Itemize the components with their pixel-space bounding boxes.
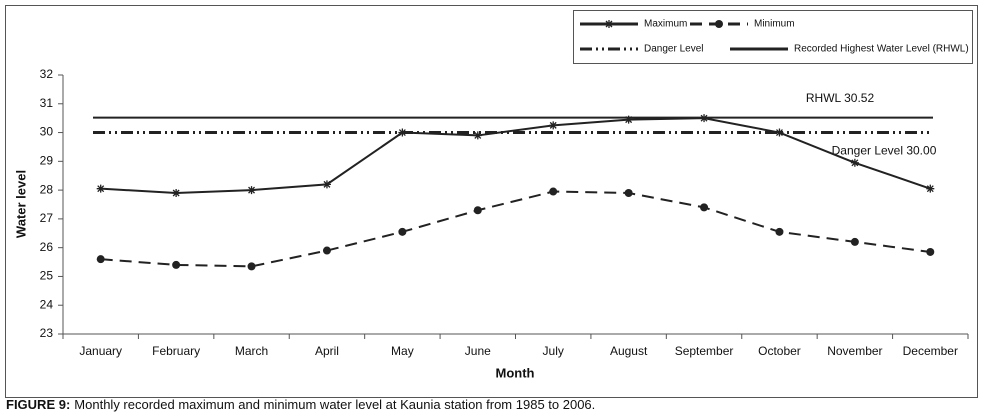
x-tick-label: December xyxy=(903,344,958,358)
annotation: Danger Level 30.00 xyxy=(832,144,937,158)
x-tick-label: April xyxy=(315,344,339,358)
y-tick-label: 27 xyxy=(40,211,54,225)
y-tick-label: 28 xyxy=(40,182,54,196)
marker xyxy=(398,227,407,236)
marker xyxy=(850,237,859,246)
marker xyxy=(926,184,935,193)
x-tick-label: October xyxy=(758,344,801,358)
legend-label: Minimum xyxy=(754,19,795,30)
marker xyxy=(172,188,181,197)
marker xyxy=(398,128,407,137)
x-tick-label: March xyxy=(235,344,268,358)
y-tick-label: 29 xyxy=(40,154,54,168)
marker xyxy=(473,131,482,140)
marker xyxy=(322,180,331,189)
legend-label: Recorded Highest Water Level (RHWL) xyxy=(794,44,969,55)
x-tick-label: February xyxy=(152,344,200,358)
marker xyxy=(775,227,784,236)
marker xyxy=(700,114,709,123)
marker xyxy=(247,186,256,195)
caption-label: FIGURE 9: xyxy=(6,397,70,412)
x-tick-label: January xyxy=(79,344,122,358)
x-tick-label: September xyxy=(675,344,734,358)
y-tick-label: 24 xyxy=(40,297,54,311)
marker xyxy=(96,255,105,264)
y-tick-label: 25 xyxy=(40,269,54,283)
y-axis-title: Water level xyxy=(13,170,28,238)
marker xyxy=(247,262,256,271)
marker xyxy=(624,115,633,124)
marker xyxy=(322,246,331,255)
annotation: RHWL 30.52 xyxy=(806,91,875,105)
legend-label: Maximum xyxy=(644,19,687,30)
marker xyxy=(715,20,723,28)
marker xyxy=(700,203,709,212)
marker xyxy=(96,184,105,193)
x-tick-label: May xyxy=(391,344,414,358)
legend-label: Danger Level xyxy=(644,44,703,55)
marker xyxy=(172,260,181,269)
y-tick-label: 30 xyxy=(40,125,54,139)
caption-text: Monthly recorded maximum and minimum wat… xyxy=(74,397,595,412)
marker xyxy=(624,188,633,197)
x-tick-label: July xyxy=(543,344,564,358)
y-tick-label: 32 xyxy=(40,67,54,81)
y-tick-label: 26 xyxy=(40,240,54,254)
marker xyxy=(549,121,558,130)
x-tick-label: November xyxy=(827,344,882,358)
marker xyxy=(605,20,613,28)
series-line xyxy=(100,117,931,194)
x-tick-label: June xyxy=(465,344,491,358)
marker xyxy=(926,247,935,256)
marker xyxy=(473,206,482,215)
y-tick-label: 31 xyxy=(40,96,54,110)
series-line xyxy=(100,190,931,268)
legend-box xyxy=(573,10,973,64)
x-axis-title: Month xyxy=(496,365,535,380)
marker xyxy=(850,158,859,167)
x-tick-label: August xyxy=(610,344,648,358)
marker xyxy=(549,187,558,196)
y-tick-label: 23 xyxy=(40,326,54,340)
chart-frame xyxy=(5,5,978,398)
caption: FIGURE 9: Monthly recorded maximum and mi… xyxy=(6,397,595,412)
marker xyxy=(775,128,784,137)
